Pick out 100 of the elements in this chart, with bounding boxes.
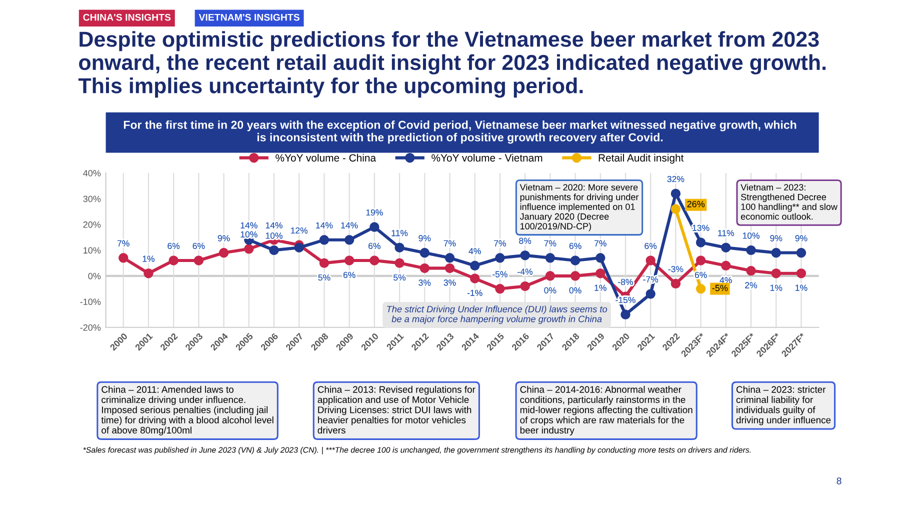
data-label: 1% (594, 284, 606, 291)
text: CHINA'S INSIGHTS (83, 14, 171, 21)
data-label: 4% (468, 248, 481, 254)
data-label: -8% (618, 278, 633, 286)
y-tick-label: -20% (80, 324, 101, 331)
data-label: 9% (795, 235, 808, 242)
point (495, 253, 505, 263)
point (520, 250, 530, 260)
point (570, 256, 580, 266)
legend-label: %YoY volume - China (276, 154, 376, 162)
point (646, 289, 656, 299)
data-label: 11% (718, 230, 734, 236)
point (370, 222, 380, 232)
y-tick-label: -10% (80, 298, 101, 306)
point (319, 258, 330, 268)
data-label: 11% (392, 230, 408, 236)
data-label: 26% (687, 200, 705, 208)
data-label: 7% (118, 240, 130, 246)
data-label: 1% (770, 284, 782, 291)
data-label: 5% (318, 274, 330, 281)
point (670, 188, 681, 198)
data-label: -5% (712, 284, 728, 292)
point (144, 268, 154, 278)
point (596, 253, 606, 263)
point (420, 248, 430, 258)
point (721, 242, 731, 252)
data-label: 14% (266, 222, 282, 228)
point (344, 235, 354, 245)
text: China – 2023: stricter criminal liability for individuals guilty of driving under influence (736, 386, 831, 426)
point (771, 248, 781, 258)
data-label: 19% (366, 209, 383, 216)
legend-label: %YoY volume - Vietnam (432, 154, 542, 162)
point (444, 253, 455, 263)
chart-subtitle: For the first time in 20 years with the exception of Covid period, Vietnamese beer market witnessed negative growth, which is inconsistent with the prediction of positive growth recovery after Covid. (124, 120, 796, 144)
y-tick-label: 40% (83, 170, 101, 176)
point (319, 235, 330, 245)
point (218, 248, 229, 258)
data-label: 14% (316, 222, 333, 228)
data-label: 4% (720, 277, 732, 284)
point (796, 248, 806, 258)
y-tick-label: 0% (88, 272, 101, 280)
point (570, 271, 580, 281)
point (596, 268, 606, 278)
data-label: 2% (745, 282, 758, 288)
point (545, 253, 556, 263)
annotation: The strict Driving Under Influence (DUI) laws seems to be a major force hampering volume growth in China (387, 306, 608, 324)
point (344, 256, 354, 266)
point (118, 253, 128, 263)
data-label: 10% (240, 231, 258, 238)
point (269, 245, 279, 256)
point (721, 260, 731, 270)
legend-label: Retail Audit insight (598, 154, 684, 164)
data-label: 7% (494, 240, 506, 246)
point (420, 263, 430, 274)
data-label: 6% (168, 242, 180, 250)
data-label: -1% (467, 290, 482, 296)
point (646, 256, 656, 266)
point (394, 258, 404, 268)
point (244, 244, 254, 254)
data-label: 32% (667, 176, 684, 182)
data-label: 10% (266, 232, 282, 239)
data-label: 0% (569, 287, 582, 294)
point (470, 274, 480, 284)
annotation: Vietnam – 2023: Strengthened Decree 100 handling** and slow economic outlook. (740, 184, 838, 220)
point (696, 256, 706, 266)
text: 8 (836, 477, 842, 484)
data-label: 12% (291, 227, 308, 234)
text: China – 2013: Revised regulations for application and use of Motor Vehicle Driving Licenses: strict DUI laws with heavier penalties for motor vehicles drivers (318, 386, 476, 434)
data-label: 7% (594, 240, 606, 246)
chart-title: Despite optimistic predictions for the Vietnamese beer market from 2023 onward, the recent retail audit insight for 2023 indicated negative growth. This implies uncertainty for the upcoming period. (78, 31, 826, 98)
point (670, 204, 681, 214)
point (696, 284, 706, 294)
data-label: 6% (644, 242, 657, 250)
data-label: 9% (770, 235, 782, 242)
point (444, 263, 455, 274)
data-label: 7% (444, 240, 456, 246)
point (771, 268, 781, 278)
y-tick-label: 30% (83, 196, 101, 202)
point (670, 278, 681, 288)
data-label: 1% (796, 284, 808, 291)
data-label: -3% (668, 266, 684, 272)
point (620, 310, 630, 320)
data-label: 10% (742, 232, 760, 239)
data-label: 14% (240, 222, 258, 228)
data-label: -4% (518, 268, 533, 275)
data-label: 8% (519, 238, 532, 244)
point (746, 266, 756, 276)
point (796, 268, 806, 278)
data-label: 6% (368, 242, 380, 250)
point (370, 256, 380, 266)
data-label: 9% (418, 235, 431, 242)
data-label: 5% (394, 274, 406, 281)
point (168, 256, 178, 266)
point (495, 284, 505, 294)
point (294, 242, 304, 252)
data-label: 9% (218, 235, 230, 242)
data-label: 1% (142, 256, 154, 262)
data-label: 6% (192, 242, 205, 250)
point (520, 281, 530, 292)
data-label: 6% (343, 272, 356, 278)
